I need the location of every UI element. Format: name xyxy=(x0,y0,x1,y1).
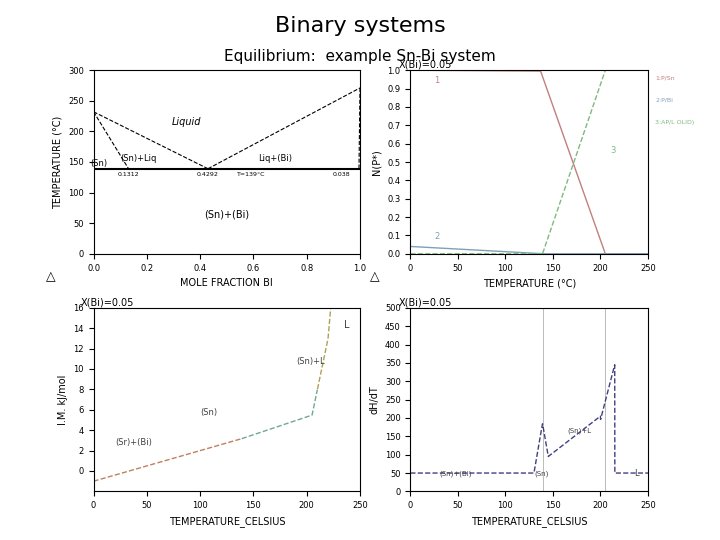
X-axis label: TEMPERATURE_CELSIUS: TEMPERATURE_CELSIUS xyxy=(168,516,285,526)
Text: △: △ xyxy=(45,270,55,283)
Y-axis label: TEMPERATURE (°C): TEMPERATURE (°C) xyxy=(53,116,63,208)
Text: Binary systems: Binary systems xyxy=(274,16,446,36)
Text: (Sn): (Sn) xyxy=(534,471,549,477)
Text: 3:AP/L OLID): 3:AP/L OLID) xyxy=(655,120,694,125)
Text: 2: 2 xyxy=(434,232,439,241)
X-axis label: TEMPERATURE_CELSIUS: TEMPERATURE_CELSIUS xyxy=(471,516,588,526)
Text: (Sr)+(Bi): (Sr)+(Bi) xyxy=(115,438,152,448)
Text: 1:P/Sn: 1:P/Sn xyxy=(655,76,675,80)
X-axis label: MOLE FRACTION BI: MOLE FRACTION BI xyxy=(181,278,273,288)
Y-axis label: I.M. kJ/mol: I.M. kJ/mol xyxy=(58,374,68,425)
Text: (Sn)+(Bi): (Sn)+(Bi) xyxy=(204,209,249,219)
Text: △: △ xyxy=(369,270,379,283)
Text: Equilibrium:  example Sn-Bi system: Equilibrium: example Sn-Bi system xyxy=(224,49,496,64)
Text: 0.4292: 0.4292 xyxy=(197,172,219,177)
Text: Liq+(Bi): Liq+(Bi) xyxy=(258,154,292,164)
Text: 1: 1 xyxy=(434,76,439,85)
Y-axis label: dH/dT: dH/dT xyxy=(369,385,379,414)
Text: (Sn)+(Bi): (Sn)+(Bi) xyxy=(439,471,472,477)
Text: 3: 3 xyxy=(610,146,616,155)
Text: (Sn)+Liq: (Sn)+Liq xyxy=(121,154,157,164)
Text: X(Bi)=0.05: X(Bi)=0.05 xyxy=(81,297,134,307)
Text: (Sn)+L: (Sn)+L xyxy=(296,357,325,366)
Text: T=139°C: T=139°C xyxy=(237,172,265,177)
Text: (Sn): (Sn) xyxy=(91,159,107,168)
Text: 2:P/Bi: 2:P/Bi xyxy=(655,98,673,103)
Text: 0.1312: 0.1312 xyxy=(118,172,140,177)
Text: X(Bi)=0.05: X(Bi)=0.05 xyxy=(399,297,452,307)
Text: Liquid: Liquid xyxy=(172,117,202,127)
X-axis label: TEMPERATURE (°C): TEMPERATURE (°C) xyxy=(482,278,576,288)
Text: (Sn)+L: (Sn)+L xyxy=(567,428,591,434)
Text: X(Bi)=0.05: X(Bi)=0.05 xyxy=(399,59,452,70)
Text: L: L xyxy=(634,469,639,478)
Text: L: L xyxy=(344,320,349,330)
Text: (Sn): (Sn) xyxy=(200,408,217,417)
Text: 0.038: 0.038 xyxy=(333,172,350,177)
Y-axis label: N(P*): N(P*) xyxy=(372,149,382,175)
